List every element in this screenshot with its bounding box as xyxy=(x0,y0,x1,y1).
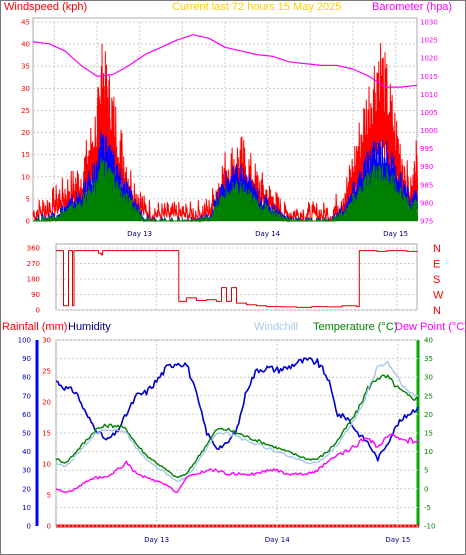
x-tick-label: Day 15 xyxy=(383,230,408,238)
x-tick-label: Day 15 xyxy=(385,536,410,544)
humidity-tick-label: 100 xyxy=(18,337,31,345)
compass-label: W xyxy=(433,290,444,302)
barometer-tick-label: 1030 xyxy=(420,19,438,27)
dewpoint-axis-label: Dew Point (°C) xyxy=(395,321,466,333)
humidity-tick-label: 20 xyxy=(22,485,31,493)
humidity-tick-label: 60 xyxy=(22,411,31,419)
windspeed-tick-label: 30 xyxy=(21,85,30,93)
temperature-tick-label: 30 xyxy=(424,374,433,382)
humidity-tick-label: 0 xyxy=(27,523,31,531)
barometer-tick-label: 975 xyxy=(420,218,433,226)
x-tick-label: Day 14 xyxy=(265,536,291,544)
wind-direction-line xyxy=(56,250,418,308)
temperature-axis-label: Temperature (°C) xyxy=(313,321,397,333)
direction-tick-label: 0 xyxy=(36,307,40,315)
rainfall-axis-label: Rainfall (mm) xyxy=(2,321,67,333)
barometer-axis-label: Barometer (hpa) xyxy=(372,1,452,13)
barometer-tick-label: 1015 xyxy=(420,73,438,81)
windspeed-tick-label: 25 xyxy=(21,107,30,115)
series-lines xyxy=(32,34,419,494)
direction-tick-label: 180 xyxy=(27,276,40,284)
x-tick-label: Day 14 xyxy=(255,230,281,238)
barometer-tick-label: 985 xyxy=(420,181,433,189)
windspeed-tick-label: 0 xyxy=(26,218,30,226)
barometer-tick-label: 1005 xyxy=(420,109,438,117)
temperature-tick-label: 40 xyxy=(424,337,433,345)
rainfall-tick-label: 0 xyxy=(47,523,51,531)
direction-plot-area xyxy=(55,243,418,311)
wind-speed-trace xyxy=(33,158,419,223)
temperature-tick-label: 15 xyxy=(424,430,433,438)
windchill-legend: Windchill xyxy=(254,321,298,333)
temperature-tick-label: 25 xyxy=(424,392,433,400)
tick-labels: 0510152025303540459759809859909951000100… xyxy=(18,19,444,545)
temperature-tick-label: -10 xyxy=(424,523,435,531)
x-tick-label: Day 13 xyxy=(144,536,169,544)
barometer-tick-label: 995 xyxy=(420,145,433,153)
windspeed-tick-label: 40 xyxy=(21,41,30,49)
x-tick-label: Day 13 xyxy=(127,230,152,238)
direction-tick-label: 90 xyxy=(31,291,40,299)
barometer-tick-label: 980 xyxy=(420,199,433,207)
humidity-tick-label: 80 xyxy=(22,374,31,382)
direction-tick-label: 360 xyxy=(27,245,40,253)
humidity-tick-label: 90 xyxy=(22,355,31,363)
rainfall-tick-label: 20 xyxy=(42,399,51,407)
barometer-line xyxy=(32,34,418,88)
windspeed-axis-label: Windspeed (kph) xyxy=(4,1,87,13)
windchill-line xyxy=(55,360,419,482)
windspeed-tick-label: 35 xyxy=(21,63,30,71)
temperature-tick-label: 5 xyxy=(424,467,428,475)
barometer-tick-label: 1025 xyxy=(420,37,438,45)
rainfall-tick-label: 30 xyxy=(42,337,51,345)
temperature-tick-label: 35 xyxy=(424,355,433,363)
rainfall-tick-label: 25 xyxy=(42,368,51,376)
barometer-tick-label: 1000 xyxy=(420,127,438,135)
windspeed-tick-label: 15 xyxy=(21,151,30,159)
dewpoint-line xyxy=(55,433,419,494)
humidity-tick-label: 40 xyxy=(22,448,31,456)
rainfall-tick-label: 10 xyxy=(42,461,51,469)
chart-title: Current last 72 hours 15 May 2025 xyxy=(172,1,341,13)
humidity-axis-label: Humidity xyxy=(68,321,111,333)
windspeed-tick-label: 45 xyxy=(21,19,30,27)
direction-tick-label: 270 xyxy=(27,260,40,268)
windspeed-tick-label: 5 xyxy=(26,195,30,203)
barometer-tick-label: 1010 xyxy=(420,91,438,99)
temperature-tick-label: -5 xyxy=(424,504,431,512)
humidity-tick-label: 30 xyxy=(22,467,31,475)
compass-label: E xyxy=(433,259,440,271)
compass-label: N xyxy=(433,305,441,317)
rainfall-tick-label: 15 xyxy=(42,430,51,438)
windspeed-tick-label: 20 xyxy=(21,129,30,137)
temperature-tick-label: 20 xyxy=(424,411,433,419)
humidity-tick-label: 10 xyxy=(22,504,31,512)
humidity-tick-label: 50 xyxy=(22,430,31,438)
windspeed-tick-label: 10 xyxy=(21,173,30,181)
humidity-tick-label: 70 xyxy=(22,392,31,400)
compass-label: N xyxy=(433,243,441,255)
barometer-tick-label: 990 xyxy=(420,163,433,171)
temperature-tick-label: 0 xyxy=(424,485,428,493)
barometer-tick-label: 1020 xyxy=(420,55,438,63)
rainfall-tick-label: 5 xyxy=(47,492,51,500)
humidity-line xyxy=(55,357,419,462)
compass-label: S xyxy=(433,274,440,286)
temperature-tick-label: 10 xyxy=(424,448,433,456)
